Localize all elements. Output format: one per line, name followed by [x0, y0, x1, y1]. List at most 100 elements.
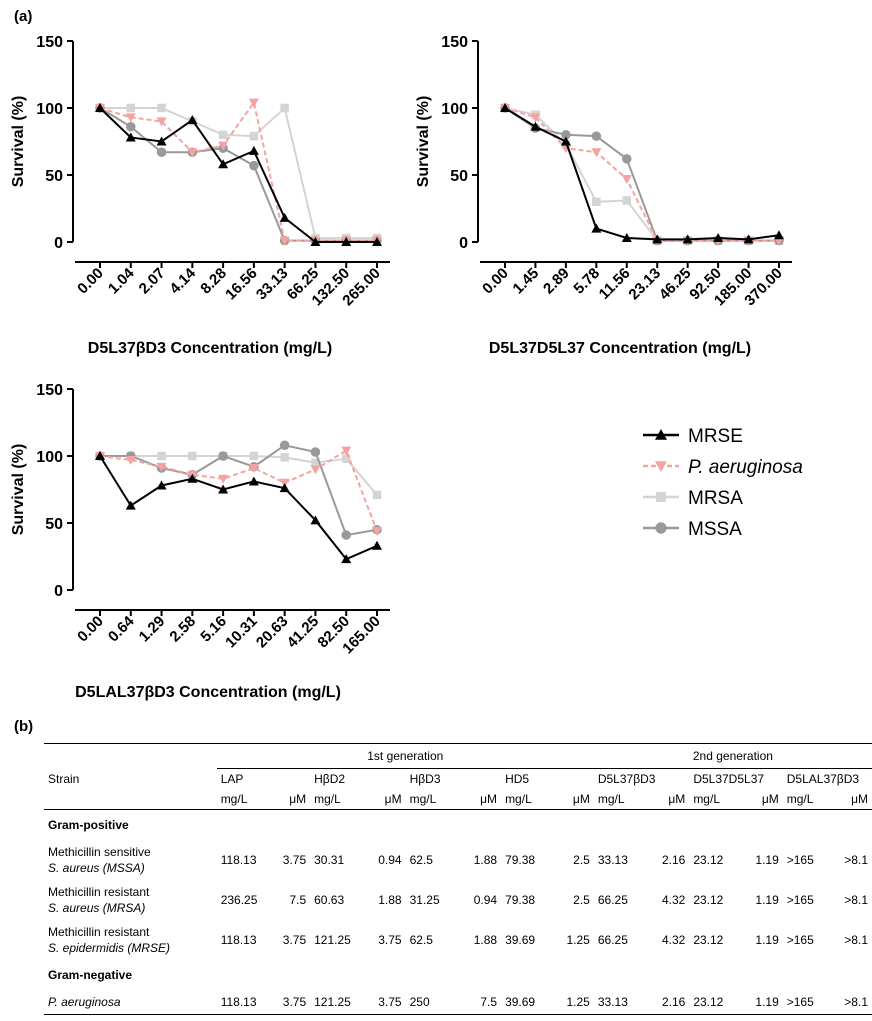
data-point-mssa	[591, 131, 602, 141]
section-title: Gram-negative	[48, 968, 133, 982]
mic-mg-cell: 66.25	[597, 933, 628, 947]
mic-mg-cell: >165	[786, 893, 814, 907]
y-tick-label: 0	[54, 583, 63, 600]
legend-label: MRSE	[688, 426, 743, 447]
x-tick-label: 41.25	[284, 613, 323, 652]
mic-mg-cell: 62.5	[409, 853, 433, 867]
y-axis-label: Survival (%)	[10, 96, 27, 188]
data-point-mrse	[560, 136, 571, 146]
panel-label-a: (a)	[14, 8, 33, 25]
data-point-mrse	[500, 103, 510, 112]
mic-mg-cell: 121.25	[314, 933, 351, 947]
data-point-mrse	[187, 473, 198, 483]
mic-um-cell: 1.25	[566, 933, 590, 947]
data-point-mssa	[279, 440, 290, 451]
mic-mg-cell: 79.38	[505, 893, 536, 907]
data-point-mrse	[125, 132, 136, 142]
header-spacer	[44, 789, 217, 810]
legend-marker-icon	[655, 429, 667, 440]
mic-mg-cell: 118.13	[220, 933, 257, 947]
x-tick-label: 2.89	[540, 265, 573, 298]
data-point-paeruginosa	[279, 236, 290, 246]
data-point-mssa	[126, 122, 136, 132]
y-tick-label: 50	[45, 516, 63, 533]
x-tick-label: 11.56	[596, 265, 634, 303]
legend-marker-icon	[655, 461, 667, 472]
header-peptide: D5LAL37βD3	[786, 772, 860, 786]
mic-mg-cell: 31.25	[409, 893, 440, 907]
mic-um-cell: 7.5	[466, 990, 502, 1015]
x-axis-label: D5LAL37βD3 Concentration (mg/L)	[75, 684, 341, 701]
data-point-mrsa	[280, 453, 289, 462]
legend-marker-icon	[655, 491, 667, 503]
data-point-mrse	[218, 159, 229, 169]
y-tick-label: 50	[45, 168, 63, 185]
data-point-mrse	[156, 136, 167, 146]
data-point-paeruginosa	[248, 98, 259, 108]
unit-mg: mg/L	[310, 789, 372, 810]
data-point-paeruginosa	[218, 474, 229, 484]
data-point-mrse	[310, 237, 321, 246]
data-point-paeruginosa	[310, 465, 321, 475]
strain-line1: Methicillin resistant	[48, 885, 150, 899]
data-point-mssa	[218, 451, 228, 461]
mic-um-cell: 2.5	[573, 853, 590, 867]
data-point-paeruginosa	[156, 117, 167, 127]
mic-mg-cell: 60.63	[314, 893, 345, 907]
data-point-paeruginosa	[248, 464, 259, 474]
mic-mg-cell: 121.25	[310, 990, 372, 1015]
strain-line1: Methicillin sensitive	[48, 845, 151, 859]
mic-um-cell: 1.19	[755, 933, 779, 947]
series-line-mrse	[99, 455, 378, 561]
mic-um-cell: >8.1	[839, 990, 872, 1015]
header-peptide: HβD2	[314, 772, 346, 786]
data-point-mrse	[652, 234, 663, 244]
mic-mg-cell: 23.12	[689, 990, 751, 1015]
data-point-paeruginosa	[218, 141, 229, 151]
x-tick-label: 0.00	[74, 613, 107, 646]
legend: MRSE P. aeruginosa MRSA MSSA	[643, 426, 803, 540]
mic-um-cell: 4.32	[661, 893, 686, 907]
strain-line2: S. epidermidis (MRSE)	[48, 941, 171, 955]
data-point-mrsa	[157, 103, 166, 113]
y-tick-label: 0	[54, 235, 63, 252]
data-point-mrse	[248, 476, 259, 486]
data-point-mssa	[249, 160, 259, 171]
table-row: Methicillin sensitive S. aureus (MSSA) 118…	[44, 840, 872, 880]
data-point-mrse	[774, 230, 784, 240]
section-row: Gram-positive	[44, 810, 872, 841]
strain-line1: P. aeruginosa	[48, 995, 121, 1009]
data-point-mrse	[279, 212, 290, 222]
data-point-mrse	[530, 121, 541, 131]
mic-um-cell: 1.19	[750, 990, 783, 1015]
mic-mg-cell: 30.31	[314, 853, 345, 867]
header-peptide: LAP	[220, 772, 244, 786]
mic-um-cell: 4.32	[661, 933, 686, 947]
legend-label: MSSA	[688, 519, 742, 540]
y-tick-label: 150	[441, 34, 468, 51]
mic-um-cell: 7.5	[289, 893, 307, 907]
data-point-mrse	[372, 540, 382, 550]
strain-cell: Methicillin resistant S. epidermidis (MRS…	[44, 920, 217, 960]
x-tick-label: 0.00	[479, 265, 512, 298]
data-point-paeruginosa	[187, 148, 198, 158]
data-point-mrse	[248, 145, 259, 155]
data-point-paeruginosa	[125, 456, 136, 466]
data-point-mrsa	[157, 451, 166, 461]
data-point-paeruginosa	[621, 175, 632, 185]
mic-mg-cell: 33.13	[597, 853, 628, 867]
header-spacer	[44, 743, 217, 769]
mic-mg-cell: 236.25	[220, 893, 258, 907]
series-line-mrsa	[504, 107, 779, 242]
x-tick-label: 20.63	[253, 613, 292, 652]
mic-um-cell: 3.75	[378, 933, 402, 947]
y-tick-label: 100	[36, 449, 63, 466]
data-point-mrse	[621, 232, 632, 242]
legend-marker-icon	[655, 522, 667, 534]
header-gen1: 1st generation	[216, 743, 594, 769]
data-point-mssa	[561, 130, 571, 140]
x-tick-label: 0.64	[105, 612, 138, 645]
series-line-paeruginosa	[99, 449, 378, 532]
mic-um-cell: 1.19	[755, 893, 779, 907]
mic-mg-cell: 33.13	[593, 990, 657, 1015]
